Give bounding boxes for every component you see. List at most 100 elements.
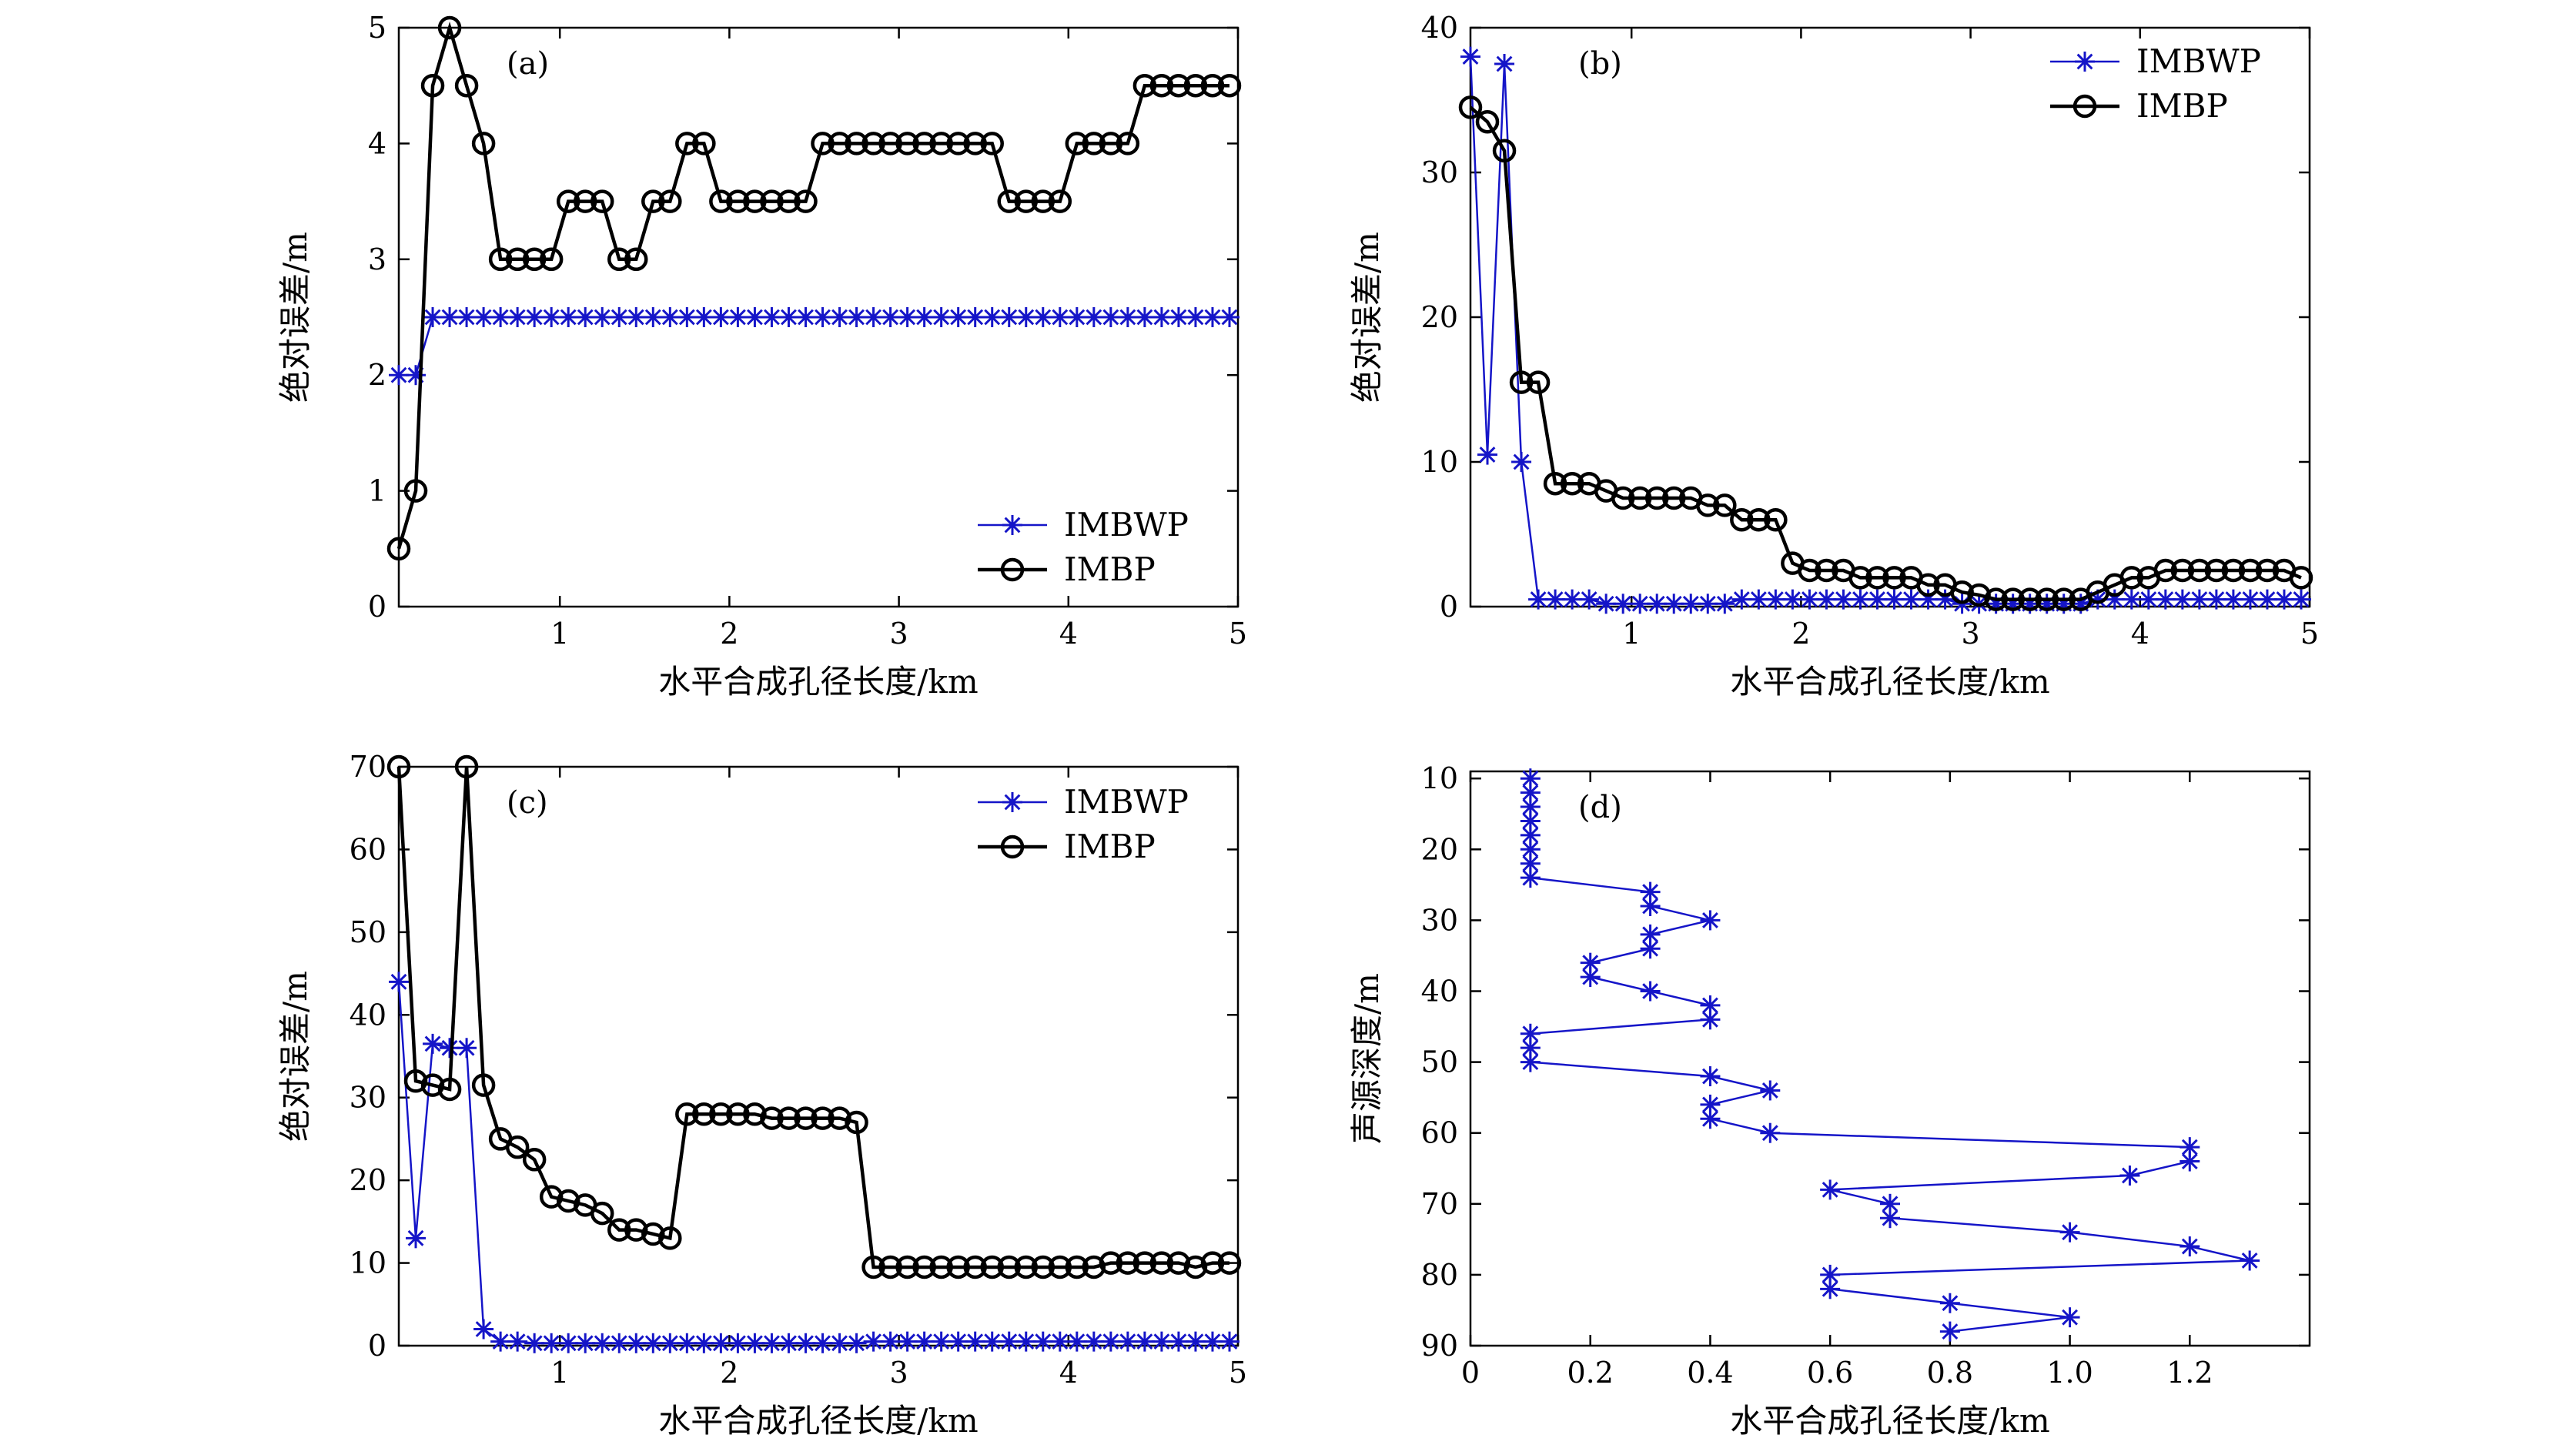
y-tick-label: 10 bbox=[350, 1246, 386, 1280]
data-point-imbp bbox=[980, 132, 1004, 156]
data-point-imbwp bbox=[897, 1331, 918, 1352]
data-point-imbwp bbox=[1477, 444, 1498, 465]
x-tick-label: 1 bbox=[550, 1356, 569, 1390]
data-point-imbwp bbox=[1520, 1023, 1541, 1044]
data-point-imbwp bbox=[575, 307, 596, 327]
data-point-imbp bbox=[1183, 73, 1208, 98]
data-point-imbwp bbox=[1700, 910, 1721, 931]
data-point-imbwp bbox=[694, 1333, 714, 1353]
panel-c: 1 2 3 4 5010203040506070水平合成孔径长度/km绝对误差/m(c)… bbox=[276, 750, 1247, 1440]
data-point-imbp bbox=[1217, 1251, 1242, 1275]
data-point-imbp bbox=[1458, 95, 1483, 119]
legend: IMBWP IMBP bbox=[2050, 42, 2261, 125]
data-point-imbwp bbox=[2119, 1165, 2140, 1186]
data-point-imbwp bbox=[1760, 1080, 1781, 1101]
y-tick-label: 40 bbox=[1421, 11, 1458, 45]
data-point-imbp bbox=[2153, 558, 2178, 583]
data-point-imbwp bbox=[1698, 594, 1718, 614]
y-tick-label: 30 bbox=[1421, 903, 1458, 937]
data-point-imbp bbox=[2119, 566, 2144, 590]
data-point-imbp bbox=[929, 1255, 953, 1279]
x-tick-label: 0.2 bbox=[1567, 1356, 1613, 1390]
data-point-imbp bbox=[692, 132, 716, 156]
y-tick-label: 80 bbox=[1421, 1258, 1458, 1292]
data-point-imbwp bbox=[423, 1033, 443, 1054]
data-point-imbp bbox=[1132, 1251, 1157, 1275]
data-point-imbwp bbox=[1630, 594, 1651, 614]
data-point-imbp bbox=[1882, 566, 1906, 590]
data-point-imbwp bbox=[457, 307, 477, 327]
legend-label-imbwp: IMBWP bbox=[2136, 42, 2261, 80]
data-point-imbp bbox=[1713, 493, 1737, 517]
data-point-imbp bbox=[607, 1218, 631, 1242]
data-point-imbp bbox=[1116, 1251, 1140, 1275]
data-point-imbwp bbox=[677, 1333, 698, 1353]
data-point-imbwp bbox=[643, 1333, 664, 1353]
data-point-imbwp bbox=[778, 307, 799, 327]
data-point-imbp bbox=[743, 1102, 767, 1126]
data-point-imbwp bbox=[948, 307, 969, 327]
data-point-imbwp bbox=[846, 307, 867, 327]
x-tick-label: 4 bbox=[1059, 1356, 1078, 1390]
data-point-imbwp bbox=[1700, 1009, 1721, 1030]
data-point-imbp bbox=[471, 1073, 496, 1097]
plot-area bbox=[1520, 768, 2260, 1342]
legend-marker-imbp bbox=[1000, 835, 1025, 859]
data-point-imbwp bbox=[524, 307, 545, 327]
y-tick-label: 60 bbox=[1421, 1116, 1458, 1150]
data-point-imbp bbox=[811, 132, 835, 156]
data-point-imbp bbox=[1200, 73, 1225, 98]
x-tick-label: 5 bbox=[2300, 617, 2319, 651]
legend-marker-imbp bbox=[1000, 557, 1025, 582]
data-point-imbwp bbox=[473, 1319, 494, 1340]
data-point-imbp bbox=[1492, 139, 1517, 163]
x-tick-label: 0.8 bbox=[1927, 1356, 1973, 1390]
series-line-imbwp bbox=[1469, 56, 2301, 605]
data-point-imbwp bbox=[2180, 1151, 2200, 1172]
plot-frame bbox=[1469, 770, 2311, 1347]
data-point-imbp bbox=[658, 189, 682, 213]
data-point-imbp bbox=[760, 1106, 784, 1130]
data-point-imbwp bbox=[1901, 589, 1922, 610]
data-point-imbp bbox=[777, 1106, 801, 1130]
data-point-imbwp bbox=[2273, 589, 2294, 610]
x-tick-label: 4 bbox=[2131, 617, 2149, 651]
data-point-imbwp bbox=[1460, 46, 1480, 67]
legend-label-imbwp: IMBWP bbox=[1064, 783, 1189, 821]
data-point-imbp bbox=[828, 132, 851, 156]
legend-label-imbp: IMBP bbox=[2136, 87, 2228, 125]
x-tick-label: 3 bbox=[1962, 617, 1980, 651]
data-point-imbp bbox=[726, 189, 750, 213]
data-point-imbp bbox=[997, 1255, 1021, 1279]
data-point-imbwp bbox=[1760, 1122, 1781, 1143]
data-point-imbp bbox=[1082, 132, 1106, 156]
data-point-imbp bbox=[946, 132, 970, 156]
data-point-imbp bbox=[828, 1106, 851, 1130]
data-point-imbwp bbox=[1820, 1179, 1841, 1200]
y-tick-label: 3 bbox=[368, 242, 386, 276]
data-point-imbwp bbox=[1066, 307, 1087, 327]
x-axis-label: 水平合成孔径长度/km bbox=[1730, 1402, 2049, 1440]
data-point-imbwp bbox=[1134, 1331, 1155, 1352]
data-point-imbwp bbox=[1219, 1331, 1239, 1352]
data-point-imbwp bbox=[1880, 1208, 1900, 1229]
panel-label: (d) bbox=[1578, 790, 1622, 825]
data-point-imbwp bbox=[1596, 594, 1617, 614]
data-point-imbwp bbox=[1545, 589, 1566, 610]
data-point-imbwp bbox=[2121, 589, 2142, 610]
y-tick-label: 30 bbox=[350, 1081, 386, 1115]
series-line-imbwp bbox=[399, 316, 1229, 376]
y-tick-label: 50 bbox=[1421, 1045, 1458, 1079]
data-point-imbp bbox=[2170, 558, 2195, 583]
data-point-imbp bbox=[1984, 587, 2008, 611]
data-point-imbp bbox=[675, 1102, 699, 1126]
x-tick-label: 2 bbox=[1791, 617, 1810, 651]
data-point-imbp bbox=[471, 132, 496, 156]
data-point-imbwp bbox=[1664, 594, 1684, 614]
data-point-imbp bbox=[946, 1255, 970, 1279]
data-point-imbwp bbox=[863, 307, 884, 327]
data-point-imbwp bbox=[1100, 1331, 1121, 1352]
data-point-imbp bbox=[488, 247, 513, 272]
data-point-imbp bbox=[1696, 493, 1720, 517]
